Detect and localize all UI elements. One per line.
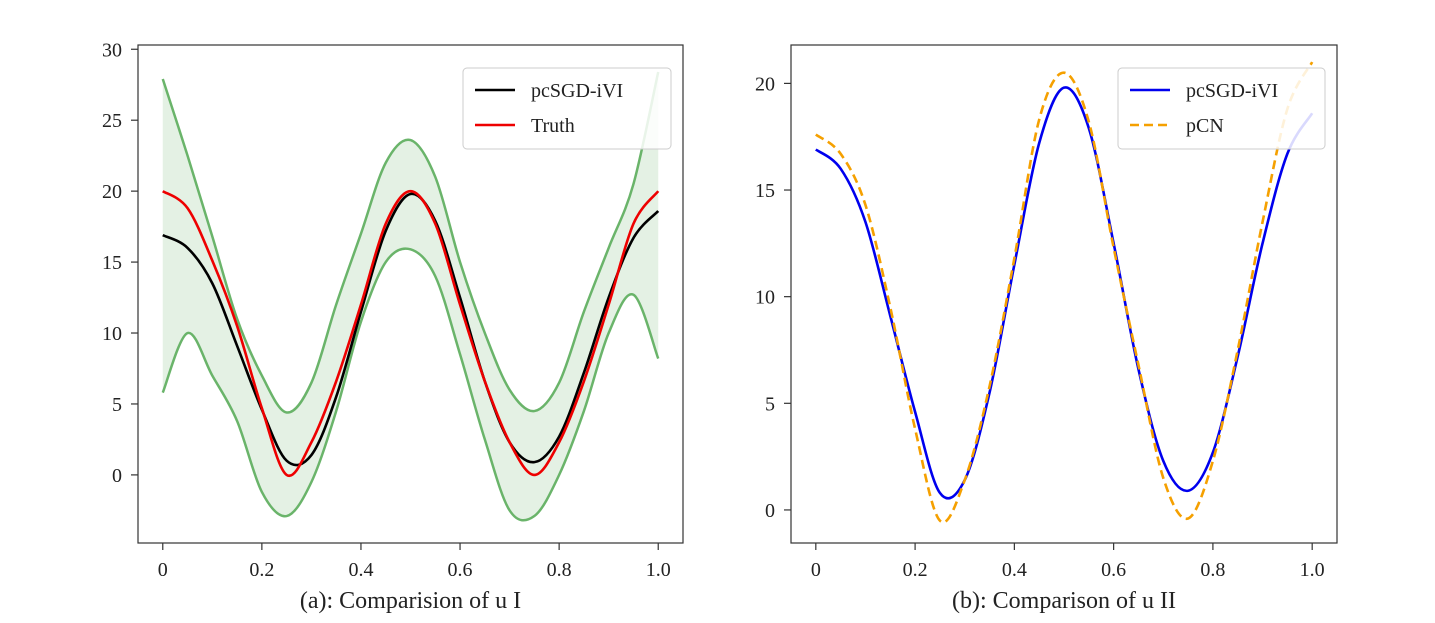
chart-a-y-ticks: 0 5 10 15 20 25 30 (102, 39, 138, 487)
chart-a-ytick-label: 0 (112, 465, 122, 487)
chart-a-band-layer (161, 71, 660, 522)
chart-b-x-axis-label: (b): Comparison of u II (952, 588, 1176, 614)
chart-a-ytick-label: 5 (112, 394, 122, 416)
chart-a-xtick-label: 0.2 (249, 559, 274, 581)
chart-a-xtick-label: 0 (158, 559, 168, 581)
chart-b-xtick-label: 0.4 (1002, 559, 1027, 581)
chart-a-x-ticks: 0 0.2 0.4 0.6 0.8 1.0 (158, 543, 671, 581)
chart-b-legend: pcSGD-iVI pCN (1117, 67, 1326, 150)
chart-a: 0 0.2 0.4 0.6 0.8 1.0 0 5 10 15 20 25 30 (a): Compa… (102, 39, 684, 614)
chart-a-xtick-label: 1.0 (646, 559, 671, 581)
chart-a-band-upper-line (161, 71, 660, 414)
chart-b-ytick-label: 20 (755, 73, 775, 95)
chart-b-y-ticks: 0 5 10 15 20 (755, 73, 791, 522)
chart-b-xtick-label: 0.6 (1101, 559, 1126, 581)
chart-b-ytick-label: 0 (765, 500, 775, 522)
chart-a-xtick-label: 0.4 (348, 559, 373, 581)
chart-b-plot-frame (790, 44, 1338, 544)
chart-a-xtick-label: 0.6 (448, 559, 473, 581)
chart-a-legend-label-truth: Truth (531, 115, 575, 137)
chart-b-ytick-label: 15 (755, 180, 775, 202)
chart-a-x-axis-label: (a): Comparision of u I (300, 588, 521, 614)
chart-a-ytick-label: 30 (102, 39, 122, 61)
chart-a-ytick-label: 15 (102, 252, 122, 274)
chart-b-xtick-label: 0.2 (903, 559, 928, 581)
chart-b-legend-box (1117, 67, 1326, 150)
chart-b-x-ticks: 0 0.2 0.4 0.6 0.8 1.0 (811, 543, 1325, 581)
chart-a-ytick-label: 10 (102, 323, 122, 345)
chart-b-xtick-label: 0 (811, 559, 821, 581)
chart-b-ytick-label: 10 (755, 287, 775, 309)
chart-a-plot-frame (137, 44, 684, 544)
chart-a-band-fill (162, 71, 659, 521)
chart-b-legend-label-pcsgd: pcSGD-iVI (1186, 80, 1278, 102)
chart-a-series-truth (162, 189, 660, 478)
chart-a-legend: pcSGD-iVI Truth (462, 67, 672, 150)
chart-a-ytick-label: 25 (102, 110, 122, 132)
chart-a-legend-box (462, 67, 672, 150)
chart-a-series-pcsgd-ivi (162, 192, 660, 467)
chart-b: 0 0.2 0.4 0.6 0.8 1.0 0 5 10 15 20 (b): Compariso… (755, 44, 1338, 614)
chart-b-xtick-label: 0.8 (1200, 559, 1225, 581)
chart-b-series-pcn (815, 61, 1314, 524)
chart-a-xtick-label: 0.8 (547, 559, 572, 581)
chart-a-series-layer (162, 189, 660, 478)
chart-b-legend-label-pcn: pCN (1186, 115, 1224, 137)
chart-b-series-layer (815, 61, 1314, 524)
chart-a-ytick-label: 20 (102, 181, 122, 203)
chart-a-legend-label-pcsgd: pcSGD-iVI (531, 80, 623, 102)
chart-a-band-lower-line (161, 247, 660, 522)
chart-b-xtick-label: 1.0 (1300, 559, 1325, 581)
chart-b-ytick-label: 5 (765, 393, 775, 415)
